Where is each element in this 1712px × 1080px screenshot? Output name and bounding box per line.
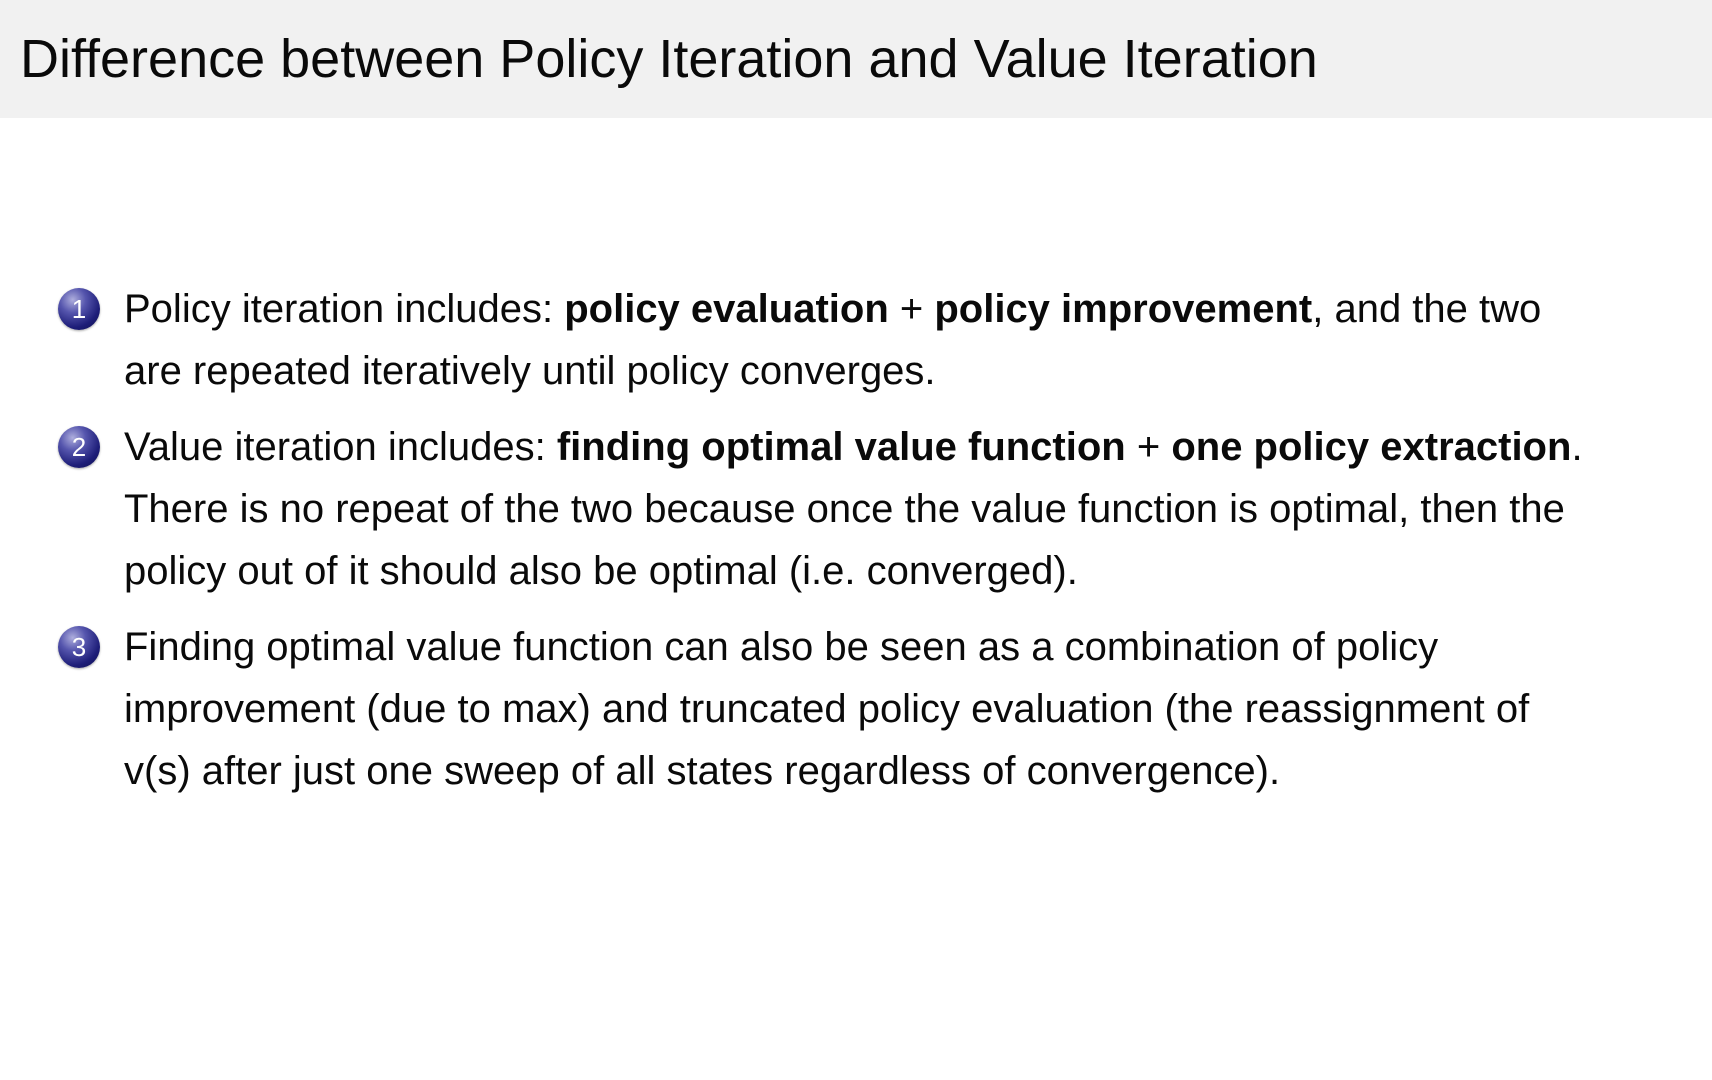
list-item: 1 Policy iteration includes: policy evalu… [58, 278, 1597, 402]
item-number-ball: 2 [58, 426, 100, 468]
item-list: 1 Policy iteration includes: policy evalu… [58, 278, 1597, 802]
bold-text-segment: policy evaluation [564, 287, 889, 331]
text-segment: Finding optimal value function can also … [124, 625, 1530, 793]
item-number-ball: 1 [58, 288, 100, 330]
text-segment: Value iteration includes: [124, 425, 557, 469]
item-text: Value iteration includes: finding optima… [124, 416, 1597, 602]
list-item: 2 Value iteration includes: finding optim… [58, 416, 1597, 602]
text-segment: + [888, 287, 935, 331]
text-segment: Policy iteration includes: [124, 287, 565, 331]
item-text: Finding optimal value function can also … [124, 616, 1597, 802]
item-text: Policy iteration includes: policy evalua… [124, 278, 1597, 402]
item-number-ball: 3 [58, 626, 100, 668]
bold-text-segment: finding optimal value function [556, 425, 1126, 469]
list-item: 3 Finding optimal value function can also… [58, 616, 1597, 802]
slide-title: Difference between Policy Iteration and … [20, 29, 1318, 89]
slide-body: 1 Policy iteration includes: policy evalu… [0, 118, 1712, 802]
bold-text-segment: one policy extraction [1171, 425, 1572, 469]
slide-header: Difference between Policy Iteration and … [0, 0, 1712, 118]
bold-text-segment: policy improvement [934, 287, 1313, 331]
text-segment: , and the two are repeated iteratively u… [124, 287, 1542, 393]
text-segment: + [1125, 425, 1172, 469]
text-segment: . There is no repeat of the two because … [124, 425, 1583, 593]
